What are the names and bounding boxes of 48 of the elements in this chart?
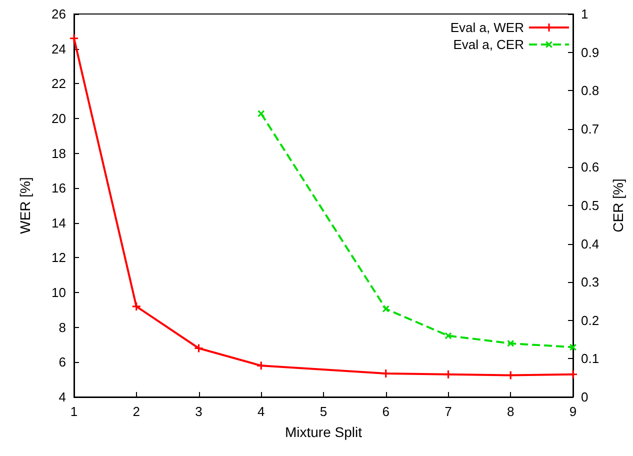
point: [70, 34, 78, 42]
x-tick-label: 6: [382, 404, 390, 419]
y2-tick-label: 0.4: [581, 236, 600, 252]
x-tick-label: 3: [195, 404, 202, 419]
y-tick-label: 12: [52, 250, 66, 266]
y2-tick-label: 0.1: [581, 351, 600, 366]
point: [382, 370, 390, 378]
y-tick-label: 8: [58, 320, 66, 335]
y2-tick-label: 0.6: [581, 160, 600, 175]
y-tick-label: 18: [52, 146, 66, 161]
point: [132, 302, 140, 310]
point: [569, 370, 577, 378]
y-tick-label: 26: [52, 6, 66, 22]
y2-tick-label: 0.9: [581, 44, 600, 60]
y-tick-label: 16: [52, 180, 66, 196]
y2-tick-label: 0.2: [581, 312, 600, 328]
y-axis-title: WER [%]: [17, 177, 33, 234]
point: [507, 340, 514, 347]
y-tick-label: 24: [52, 41, 66, 56]
y2-tick-label: 0: [581, 390, 588, 404]
x-tick-label: 8: [507, 404, 514, 419]
y2-tick-label: 0.5: [581, 198, 600, 213]
x-tick-label: 4: [258, 404, 265, 419]
y-tick-label: 10: [52, 285, 66, 300]
y-tick-label: 4: [58, 390, 66, 404]
x-axis-title: Mixture Split: [284, 424, 362, 440]
y2-tick-label: 0.8: [581, 83, 600, 98]
x-tick-label: 1: [70, 404, 78, 419]
y-tick-label: 22: [52, 76, 66, 92]
point: [257, 362, 266, 370]
x-tick-label: 5: [320, 404, 328, 419]
point: [258, 110, 265, 117]
y-tick-label: 6: [58, 354, 66, 370]
x-tick-label: 9: [569, 404, 577, 419]
y2-tick-label: 0.3: [581, 274, 600, 290]
point: [444, 332, 452, 340]
point: [382, 306, 390, 312]
point: [194, 344, 203, 352]
point: [444, 370, 452, 378]
y2-axis-title: CER [%]: [610, 178, 626, 232]
x-tick-label: 7: [444, 404, 452, 419]
y-tick-label: 14: [52, 215, 66, 230]
y2-tick-label: 1: [581, 6, 588, 22]
legend-label: Eval a, CER: [453, 37, 524, 52]
legend-label: Eval a, WER: [450, 20, 524, 35]
x-tick-label: 2: [132, 404, 140, 419]
y2-tick-label: 0.7: [581, 121, 600, 136]
y-tick-label: 20: [52, 110, 66, 126]
